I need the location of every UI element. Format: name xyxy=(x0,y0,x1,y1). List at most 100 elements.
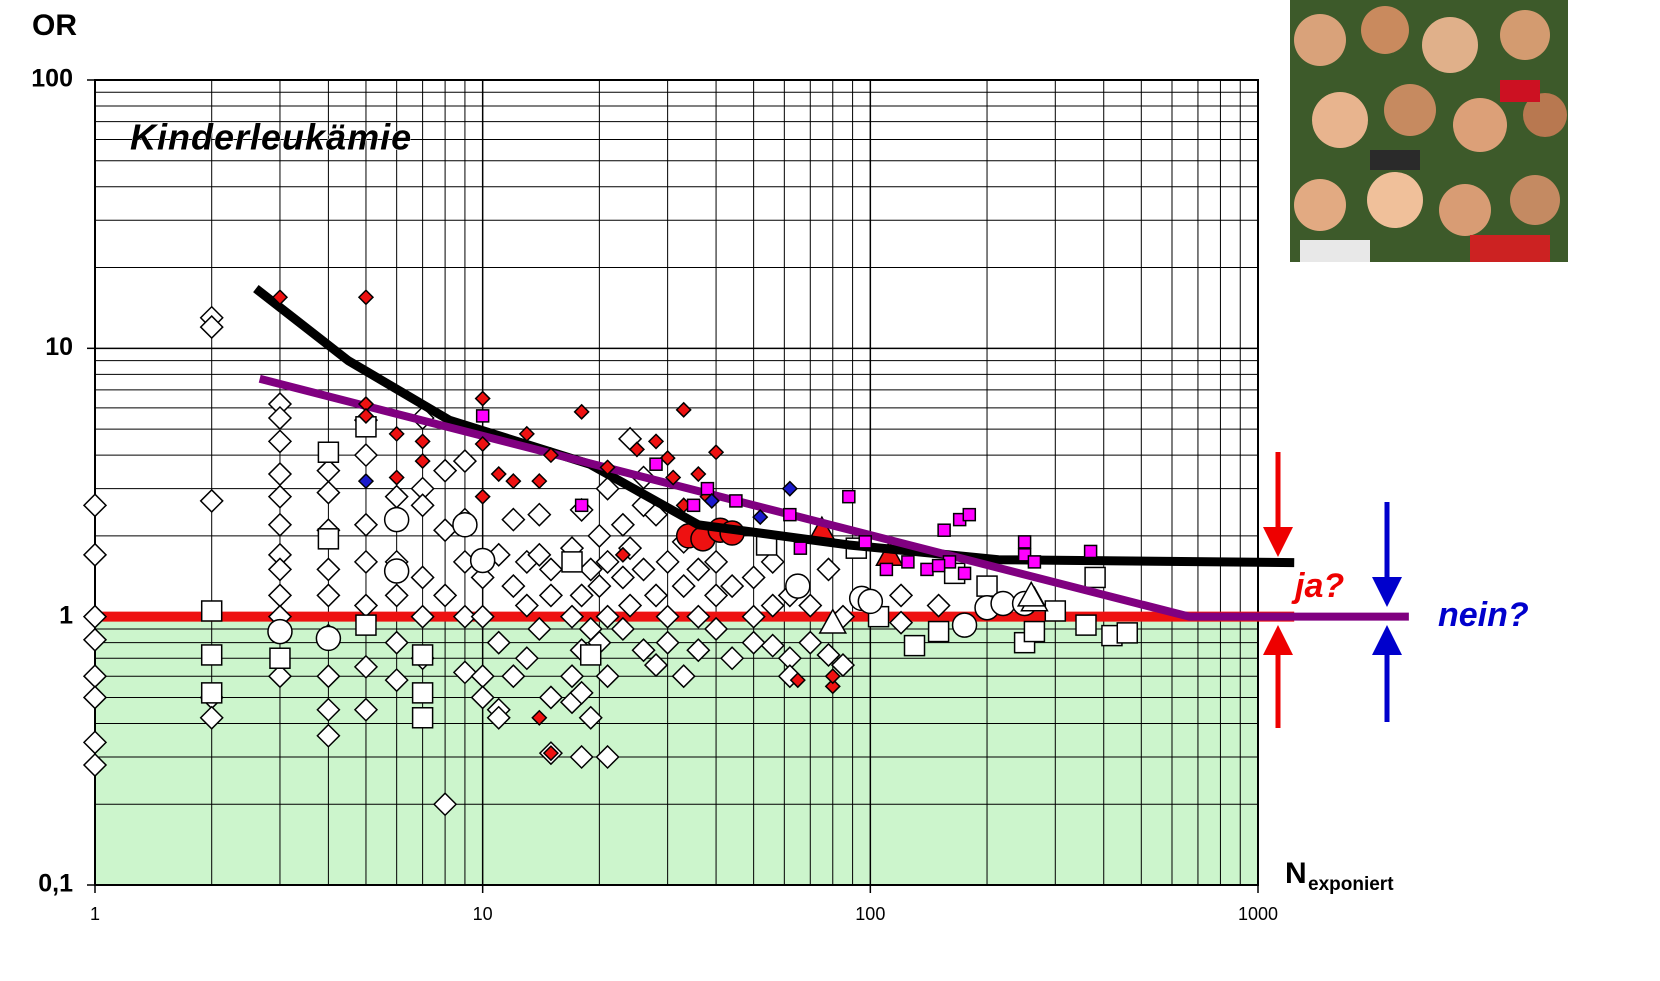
circle-marker xyxy=(953,613,977,637)
diamond-marker xyxy=(818,558,840,580)
diamond-marker xyxy=(390,471,404,485)
diamond-marker xyxy=(673,575,695,597)
square-marker xyxy=(933,560,945,572)
trend-line xyxy=(256,289,1294,563)
square-marker xyxy=(701,483,713,495)
square-marker xyxy=(1024,622,1044,642)
square-marker xyxy=(477,410,489,422)
circle-marker xyxy=(453,513,477,537)
circle-marker xyxy=(385,508,409,532)
diamond-marker xyxy=(492,467,506,481)
diamond-marker xyxy=(454,450,476,472)
square-marker xyxy=(880,563,892,575)
diamond-marker xyxy=(412,566,434,588)
square-marker xyxy=(902,556,914,568)
square-marker xyxy=(688,499,700,511)
diamond-marker xyxy=(588,525,610,547)
diamond-marker xyxy=(612,566,634,588)
square-marker xyxy=(562,552,582,572)
diamond-marker xyxy=(691,467,705,481)
diamond-marker xyxy=(416,434,430,448)
y-tick-label: 1 xyxy=(59,601,73,629)
diamond-marker xyxy=(269,463,291,485)
diamond-marker xyxy=(633,558,655,580)
circle-marker xyxy=(991,591,1015,615)
diamond-marker xyxy=(317,482,339,504)
diamond-marker xyxy=(269,430,291,452)
diamond-marker xyxy=(269,407,291,429)
square-marker xyxy=(581,645,601,665)
diamond-marker xyxy=(612,514,634,536)
circle-marker xyxy=(316,626,340,650)
square-marker xyxy=(318,442,338,462)
diamond-marker xyxy=(575,405,589,419)
y-tick-label: 100 xyxy=(31,65,73,93)
diamond-marker xyxy=(476,490,490,504)
square-marker xyxy=(1117,623,1137,643)
diamond-marker xyxy=(476,392,490,406)
square-marker xyxy=(270,648,290,668)
diamond-marker xyxy=(506,474,520,488)
square-marker xyxy=(318,529,338,549)
square-marker xyxy=(202,601,222,621)
annotation: nein? xyxy=(1438,596,1529,634)
diamond-marker xyxy=(355,514,377,536)
diamond-marker xyxy=(317,584,339,606)
x-axis-label: N xyxy=(1285,857,1307,890)
square-marker xyxy=(963,509,975,521)
circle-marker xyxy=(471,548,495,572)
x-tick-label: 1 xyxy=(90,904,100,924)
x-tick-label: 100 xyxy=(855,904,885,924)
diamond-marker xyxy=(84,494,106,516)
x-axis-label-sub: exponiert xyxy=(1308,874,1394,895)
diamond-marker xyxy=(201,490,223,512)
square-marker xyxy=(356,615,376,635)
diamond-marker xyxy=(890,584,912,606)
square-marker xyxy=(959,567,971,579)
diamond-marker xyxy=(649,434,663,448)
square-marker xyxy=(938,524,950,536)
circle-marker xyxy=(385,559,409,583)
square-marker xyxy=(413,645,433,665)
diamond-marker xyxy=(416,454,430,468)
diamond-marker xyxy=(386,584,408,606)
square-marker xyxy=(1085,545,1097,557)
square-marker xyxy=(921,563,933,575)
diamond-marker xyxy=(269,584,291,606)
square-marker xyxy=(843,491,855,503)
diamond-marker xyxy=(540,584,562,606)
square-marker xyxy=(202,683,222,703)
square-marker xyxy=(859,536,871,548)
square-marker xyxy=(1028,556,1040,568)
diamond-marker xyxy=(359,290,373,304)
y-tick-label: 0,1 xyxy=(38,870,73,898)
y-axis-label: OR xyxy=(32,9,77,42)
x-tick-label: 10 xyxy=(473,904,493,924)
diamond-marker xyxy=(657,551,679,573)
circle-marker xyxy=(858,589,882,613)
square-marker xyxy=(1076,615,1096,635)
square-marker xyxy=(730,495,742,507)
annotation: ja? xyxy=(1291,567,1344,605)
square-marker xyxy=(650,458,662,470)
square-marker xyxy=(413,708,433,728)
square-marker xyxy=(794,542,806,554)
square-marker xyxy=(929,622,949,642)
x-tick-label: 1000 xyxy=(1238,904,1278,924)
diamond-marker xyxy=(502,575,524,597)
square-marker xyxy=(1085,567,1105,587)
circle-marker xyxy=(786,574,810,598)
diamond-marker xyxy=(434,584,456,606)
square-marker xyxy=(576,499,588,511)
diamond-marker xyxy=(269,558,291,580)
square-marker xyxy=(413,683,433,703)
photo xyxy=(1290,0,1568,262)
diamond-marker xyxy=(783,482,797,496)
diamond-marker xyxy=(709,445,723,459)
square-marker xyxy=(202,645,222,665)
diamond-marker xyxy=(355,551,377,573)
diamond-marker xyxy=(528,504,550,526)
square-marker xyxy=(1019,536,1031,548)
diamond-marker xyxy=(84,544,106,566)
diamond-marker xyxy=(412,494,434,516)
